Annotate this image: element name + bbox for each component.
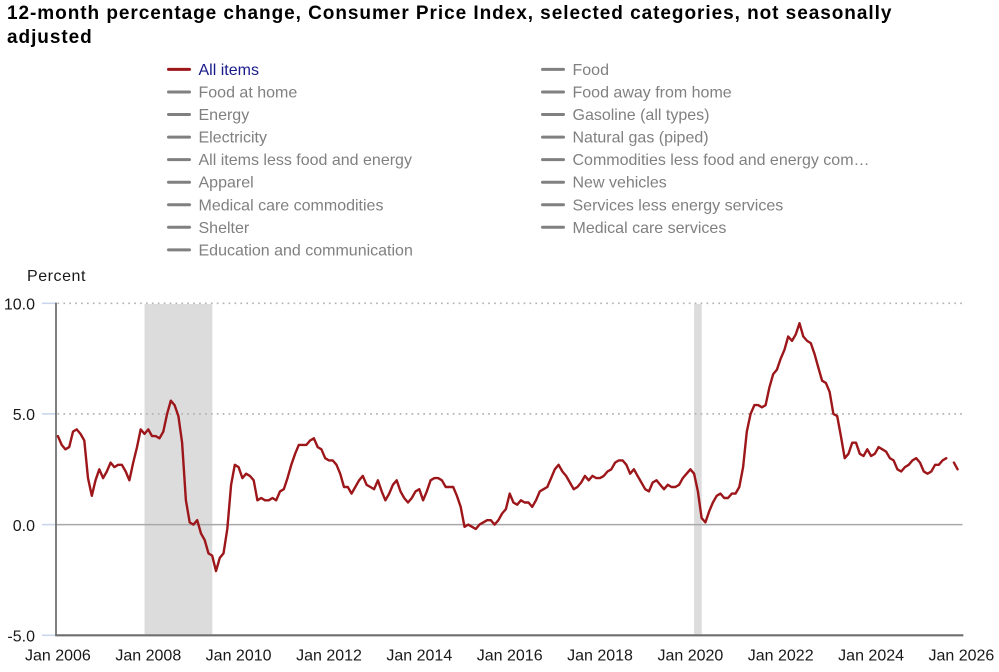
svg-text:Natural gas (piped): Natural gas (piped) bbox=[573, 130, 709, 147]
svg-text:Gasoline (all types): Gasoline (all types) bbox=[573, 107, 710, 124]
svg-text:Jan 2006: Jan 2006 bbox=[25, 648, 91, 665]
svg-text:Jan 2014: Jan 2014 bbox=[386, 648, 452, 665]
svg-text:Jan 2026: Jan 2026 bbox=[928, 648, 994, 665]
svg-text:10.0: 10.0 bbox=[4, 297, 35, 314]
svg-text:Food: Food bbox=[573, 62, 609, 79]
svg-text:Jan 2010: Jan 2010 bbox=[206, 648, 272, 665]
svg-text:Jan 2018: Jan 2018 bbox=[567, 648, 633, 665]
svg-text:Jan 2016: Jan 2016 bbox=[477, 648, 543, 665]
svg-text:Services less energy services: Services less energy services bbox=[573, 197, 784, 214]
svg-text:Jan 2012: Jan 2012 bbox=[296, 648, 362, 665]
svg-text:Apparel: Apparel bbox=[199, 175, 254, 192]
svg-text:All items: All items bbox=[199, 62, 259, 79]
svg-text:5.0: 5.0 bbox=[13, 407, 35, 424]
svg-text:Medical care services: Medical care services bbox=[573, 220, 727, 237]
svg-text:Medical care commodities: Medical care commodities bbox=[199, 197, 384, 214]
svg-text:Energy: Energy bbox=[199, 107, 250, 124]
svg-text:Food away from home: Food away from home bbox=[573, 85, 732, 102]
svg-text:-5.0: -5.0 bbox=[7, 629, 35, 646]
svg-text:All items less food and energy: All items less food and energy bbox=[199, 152, 412, 169]
svg-text:Food at home: Food at home bbox=[199, 85, 298, 102]
svg-text:Commodities less food and ener: Commodities less food and energy com… bbox=[573, 152, 870, 169]
svg-text:Jan 2008: Jan 2008 bbox=[115, 648, 181, 665]
svg-text:Electricity: Electricity bbox=[199, 130, 267, 147]
svg-text:Education and communication: Education and communication bbox=[199, 242, 413, 259]
svg-text:New vehicles: New vehicles bbox=[573, 175, 667, 192]
svg-text:Jan 2020: Jan 2020 bbox=[657, 648, 723, 665]
svg-text:0.0: 0.0 bbox=[13, 518, 35, 535]
svg-text:Jan 2024: Jan 2024 bbox=[838, 648, 904, 665]
svg-text:Jan 2022: Jan 2022 bbox=[748, 648, 814, 665]
svg-text:Shelter: Shelter bbox=[199, 220, 250, 237]
svg-text:Percent: Percent bbox=[27, 268, 86, 285]
